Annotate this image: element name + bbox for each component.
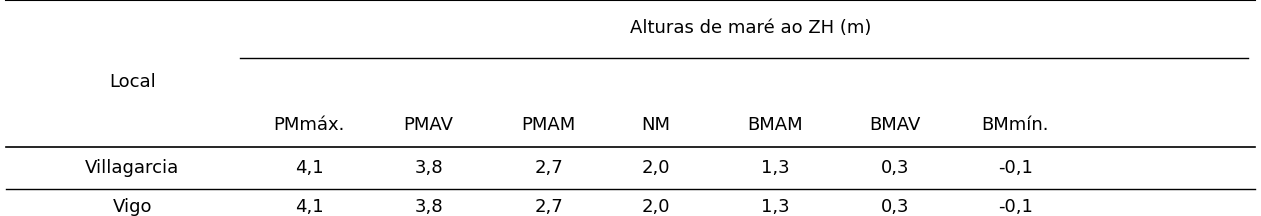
Text: Alturas de maré ao ZH (m): Alturas de maré ao ZH (m) — [629, 19, 871, 37]
Text: BMAM: BMAM — [748, 116, 803, 134]
Text: -0,1: -0,1 — [997, 159, 1033, 178]
Text: 3,8: 3,8 — [415, 198, 443, 216]
Text: 4,1: 4,1 — [295, 159, 323, 178]
Text: NM: NM — [642, 116, 670, 134]
Text: 0,3: 0,3 — [881, 159, 909, 178]
Text: PMAV: PMAV — [404, 116, 454, 134]
Text: 3,8: 3,8 — [415, 159, 443, 178]
Text: 2,0: 2,0 — [642, 198, 670, 216]
Text: -0,1: -0,1 — [997, 198, 1033, 216]
Text: PMmáx.: PMmáx. — [274, 116, 344, 134]
Text: BMmín.: BMmín. — [981, 116, 1049, 134]
Text: 2,7: 2,7 — [535, 159, 562, 178]
Text: Local: Local — [108, 73, 156, 91]
Text: BMAV: BMAV — [870, 116, 921, 134]
Text: Villagarcia: Villagarcia — [86, 159, 179, 178]
Text: 4,1: 4,1 — [295, 198, 323, 216]
Text: Vigo: Vigo — [112, 198, 153, 216]
Text: 1,3: 1,3 — [762, 159, 789, 178]
Text: 1,3: 1,3 — [762, 198, 789, 216]
Text: 2,7: 2,7 — [535, 198, 562, 216]
Text: 2,0: 2,0 — [642, 159, 670, 178]
Text: PMAM: PMAM — [521, 116, 576, 134]
Text: 0,3: 0,3 — [881, 198, 909, 216]
